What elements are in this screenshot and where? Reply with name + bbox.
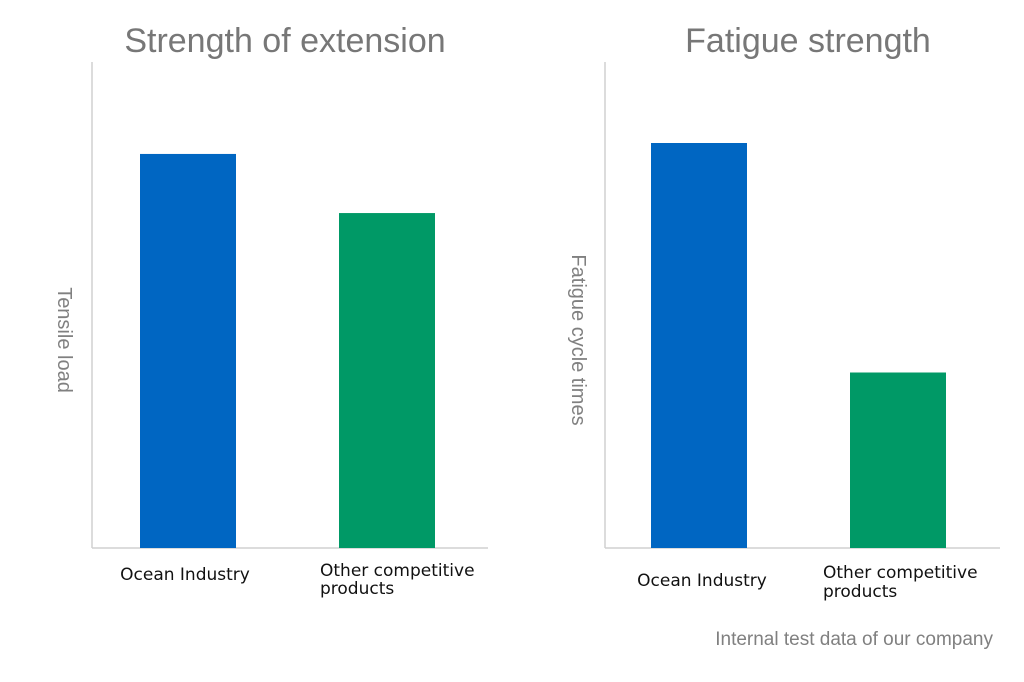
x-tick-label: Ocean Industry	[637, 571, 767, 591]
chart-title: Strength of extension	[124, 22, 445, 60]
bar-ocean-industry	[651, 143, 747, 548]
x-tick-label: Other competitive products	[320, 561, 480, 599]
bar-series	[140, 153, 435, 548]
bar-other-competitive-products	[850, 372, 946, 548]
chart-title: Fatigue strength	[685, 22, 931, 60]
x-tick-label: Ocean Industry	[120, 565, 250, 585]
footnote: Internal test data of our company	[715, 629, 993, 650]
bar-ocean-industry	[140, 153, 236, 548]
y-axis-label: Fatigue cycle times	[567, 254, 589, 425]
x-tick-label-line: Other competitive	[823, 563, 978, 583]
x-tick-label-line: Other competitive	[320, 561, 475, 581]
y-axis-label: Tensile load	[53, 287, 75, 393]
chart-fatigue-strength: Fatigue strength Fatigue cycle times Oce…	[567, 22, 1000, 602]
bar-series	[651, 143, 946, 548]
chart-strength-of-extension: Strength of extension Tensile load Ocean…	[53, 22, 488, 599]
bar-other-competitive-products	[339, 213, 435, 548]
x-tick-label: Other competitive products	[823, 563, 983, 602]
x-tick-label-line: products	[823, 582, 897, 602]
x-tick-label-line: products	[320, 579, 394, 599]
